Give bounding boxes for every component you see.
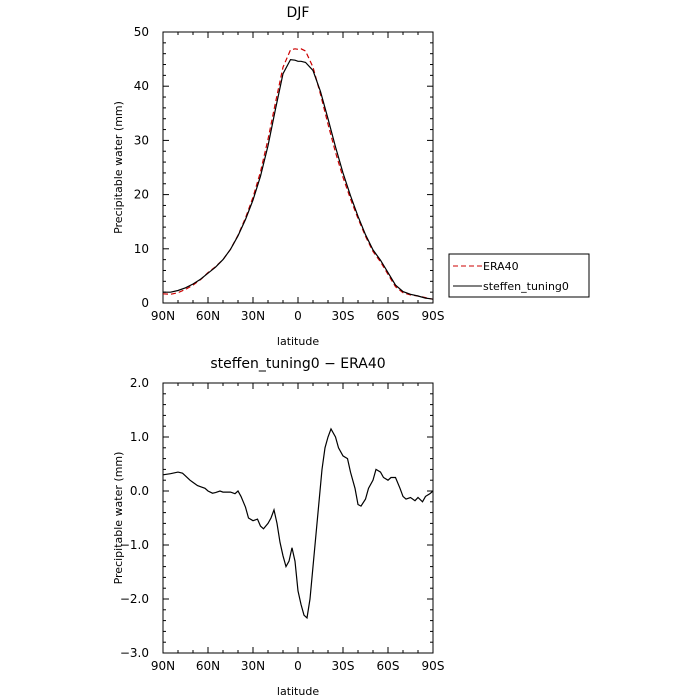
y-tick-label: 10 (134, 242, 149, 256)
axis-ticks: 90N 60N 30N 0 30S 60S 90S 0 10 20 30 40 50 (134, 25, 445, 323)
x-axis-title: latitude (277, 685, 319, 698)
chart-title: DJF (287, 5, 310, 21)
y-tick-label: −3.0 (120, 646, 149, 660)
x-tick-label: 30S (332, 309, 355, 323)
y-tick-label: 40 (134, 79, 149, 93)
y-tick-label: 30 (134, 133, 149, 147)
series-line-era40 (162, 48, 434, 300)
y-tick-label: 0.0 (130, 484, 149, 498)
axis-ticks: 90N 60N 30N 0 30S 60S 90S 2.0 1.0 0.0 −1.0 −2.0 −3.0 (120, 376, 445, 673)
legend: ERA40 steffen_tuning0 (448, 253, 590, 298)
x-tick-label: 60S (377, 309, 400, 323)
y-tick-label: 2.0 (130, 376, 149, 390)
plot-frame (162, 31, 434, 304)
y-axis-title: Precipitable water (mm) (112, 452, 125, 585)
y-tick-label: −2.0 (120, 592, 149, 606)
x-tick-label: 0 (294, 659, 302, 673)
x-tick-label: 90S (422, 659, 445, 673)
chart-title: steffen_tuning0 − ERA40 (210, 356, 385, 372)
y-tick-label: 1.0 (130, 430, 149, 444)
series-line-steffen-tuning0 (163, 58, 434, 300)
x-tick-label: 90S (422, 309, 445, 323)
y-tick-label: 50 (134, 25, 149, 39)
y-tick-label: 20 (134, 188, 149, 202)
x-tick-label: 30N (241, 309, 265, 323)
precipitable-water-panel: 90N 60N 30N 0 30S 60S 90S 0 10 20 30 40 50 DJF latit… (112, 5, 590, 348)
x-tick-label: 60S (377, 659, 400, 673)
difference-panel: 90N 60N 30N 0 30S 60S 90S 2.0 1.0 0.0 −1.0 −2.0 −3.0… (112, 356, 444, 698)
plot-frame (162, 382, 434, 654)
legend-label-steffen-tuning0: steffen_tuning0 (483, 280, 569, 293)
x-axis-title: latitude (277, 335, 319, 348)
series-line-steffen-tuning0 (162, 427, 434, 620)
legend-box (448, 253, 590, 298)
x-tick-label: 30N (241, 659, 265, 673)
series-lines (162, 427, 434, 620)
x-tick-label: 60N (196, 309, 220, 323)
x-tick-label: 0 (294, 309, 302, 323)
y-tick-label: −1.0 (120, 538, 149, 552)
y-tick-label: 0 (141, 296, 149, 310)
y-axis-title: Precipitable water (mm) (112, 101, 125, 234)
x-tick-label: 90N (151, 659, 175, 673)
x-tick-label: 90N (151, 309, 175, 323)
x-tick-label: 60N (196, 659, 220, 673)
legend-label-era40: ERA40 (483, 260, 519, 273)
x-tick-label: 30S (332, 659, 355, 673)
series-lines (162, 48, 434, 300)
